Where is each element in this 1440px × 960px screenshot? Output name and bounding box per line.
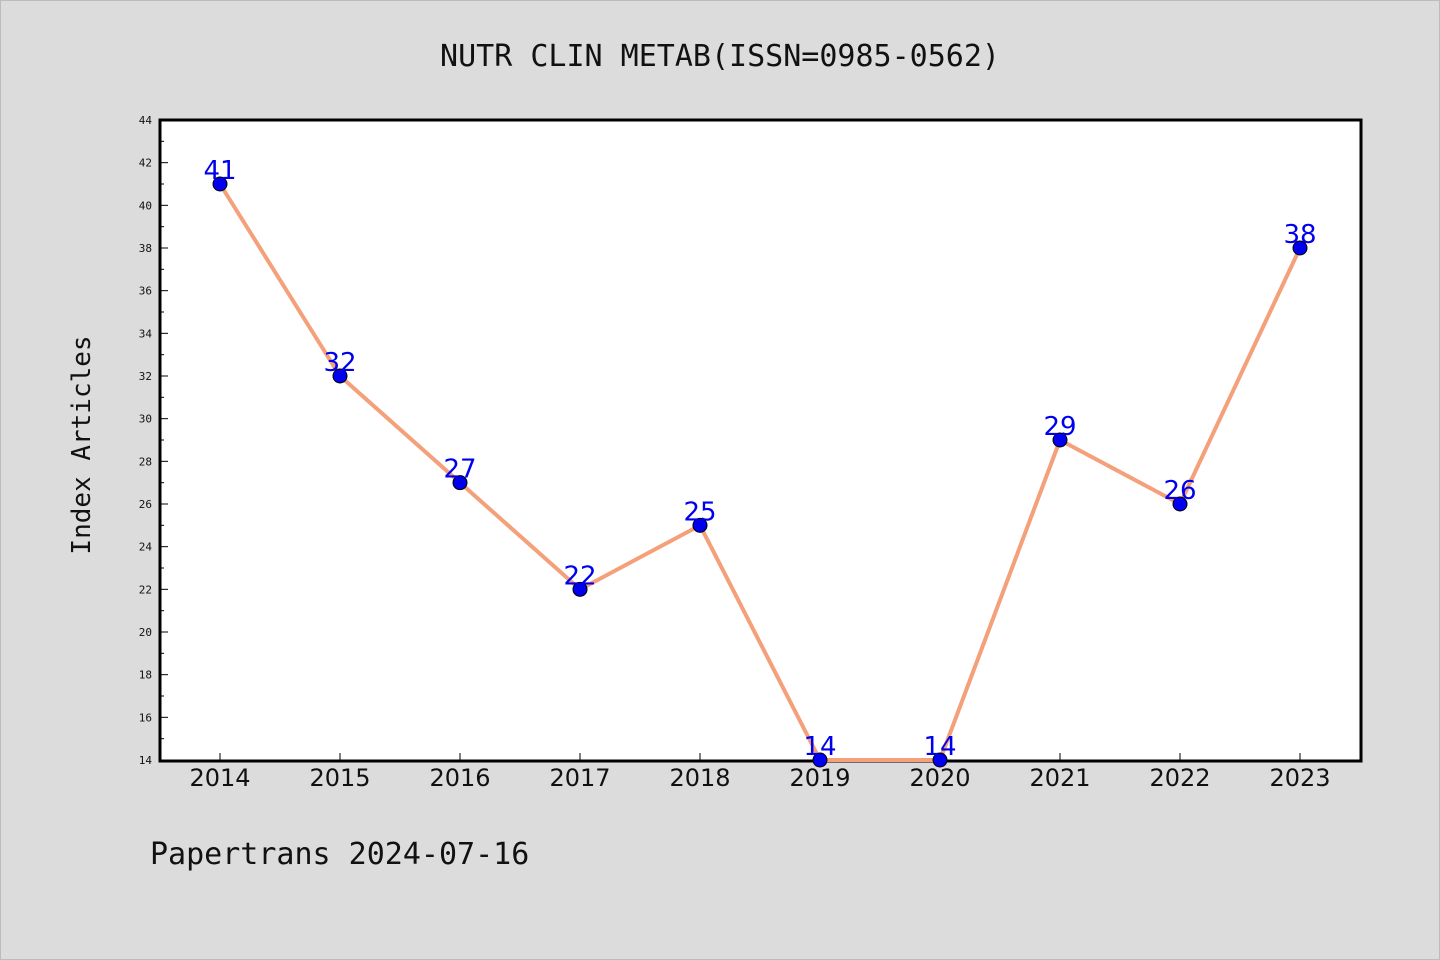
data-point-marker — [692, 517, 708, 533]
x-tick-label: 2018 — [669, 764, 730, 792]
x-axis-ticks: 2014 2015 2016 2017 2018 2019 2020 2021 2022 2023 — [189, 753, 1331, 792]
x-tick-label: 2020 — [909, 764, 970, 792]
y-tick-label: 32 — [139, 370, 152, 383]
x-tick-label: 2014 — [189, 764, 250, 792]
x-tick-label: 2021 — [1029, 764, 1090, 792]
y-tick-label: 16 — [139, 711, 152, 724]
data-value-label: 26 — [1163, 476, 1196, 506]
data-label-layer: 41 32 27 22 25 14 14 29 26 38 — [203, 156, 1316, 762]
y-tick-label: 14 — [139, 754, 153, 767]
data-value-label: 29 — [1043, 412, 1076, 442]
y-tick-label: 36 — [139, 285, 152, 298]
x-tick-label: 2022 — [1149, 764, 1210, 792]
data-point-marker — [212, 176, 228, 192]
series-line-layer — [218, 182, 1302, 762]
y-tick-label: 30 — [139, 413, 152, 426]
chart-title: NUTR CLIN METAB(ISSN=0985-0562) — [440, 39, 1000, 74]
marker-layer — [212, 176, 1308, 768]
y-tick-label: 22 — [139, 583, 152, 596]
data-point-marker — [812, 752, 828, 768]
data-point-marker — [572, 581, 588, 597]
data-value-label: 14 — [923, 732, 956, 762]
data-point-marker — [1172, 496, 1188, 512]
data-value-label: 14 — [803, 732, 836, 762]
data-value-label: 22 — [563, 561, 596, 591]
y-axis-label: Index Articles — [67, 335, 97, 554]
x-tick-label: 2023 — [1269, 764, 1330, 792]
plot-area — [158, 118, 1363, 763]
y-tick-label: 42 — [139, 157, 152, 170]
data-value-label: 32 — [323, 348, 356, 378]
y-tick-label: 20 — [139, 626, 152, 639]
data-point-marker — [1052, 432, 1068, 448]
y-tick-label: 34 — [139, 327, 153, 340]
y-tick-label: 38 — [139, 242, 152, 255]
x-tick-label: 2017 — [549, 764, 610, 792]
y-tick-label: 18 — [139, 669, 152, 682]
data-value-label: 38 — [1283, 220, 1316, 250]
footer-source-date: Papertrans 2024-07-16 — [150, 837, 529, 872]
data-value-label: 27 — [443, 455, 476, 485]
data-value-label: 41 — [203, 156, 236, 186]
x-tick-label: 2016 — [429, 764, 490, 792]
y-tick-label: 24 — [139, 541, 153, 554]
x-tick-label: 2015 — [309, 764, 370, 792]
y-axis-ticks: 14 16 18 20 22 24 26 28 30 32 34 36 38 40 42 44 — [139, 114, 168, 767]
data-value-label: 25 — [683, 497, 716, 527]
series-line — [218, 182, 1302, 762]
y-tick-label: 40 — [139, 199, 152, 212]
y-tick-label: 44 — [139, 114, 153, 127]
data-point-marker — [452, 475, 468, 491]
data-point-marker — [932, 752, 948, 768]
data-point-marker — [1292, 240, 1308, 256]
y-tick-label: 26 — [139, 498, 152, 511]
data-point-marker — [332, 368, 348, 384]
y-tick-label: 28 — [139, 455, 152, 468]
x-tick-label: 2019 — [789, 764, 850, 792]
